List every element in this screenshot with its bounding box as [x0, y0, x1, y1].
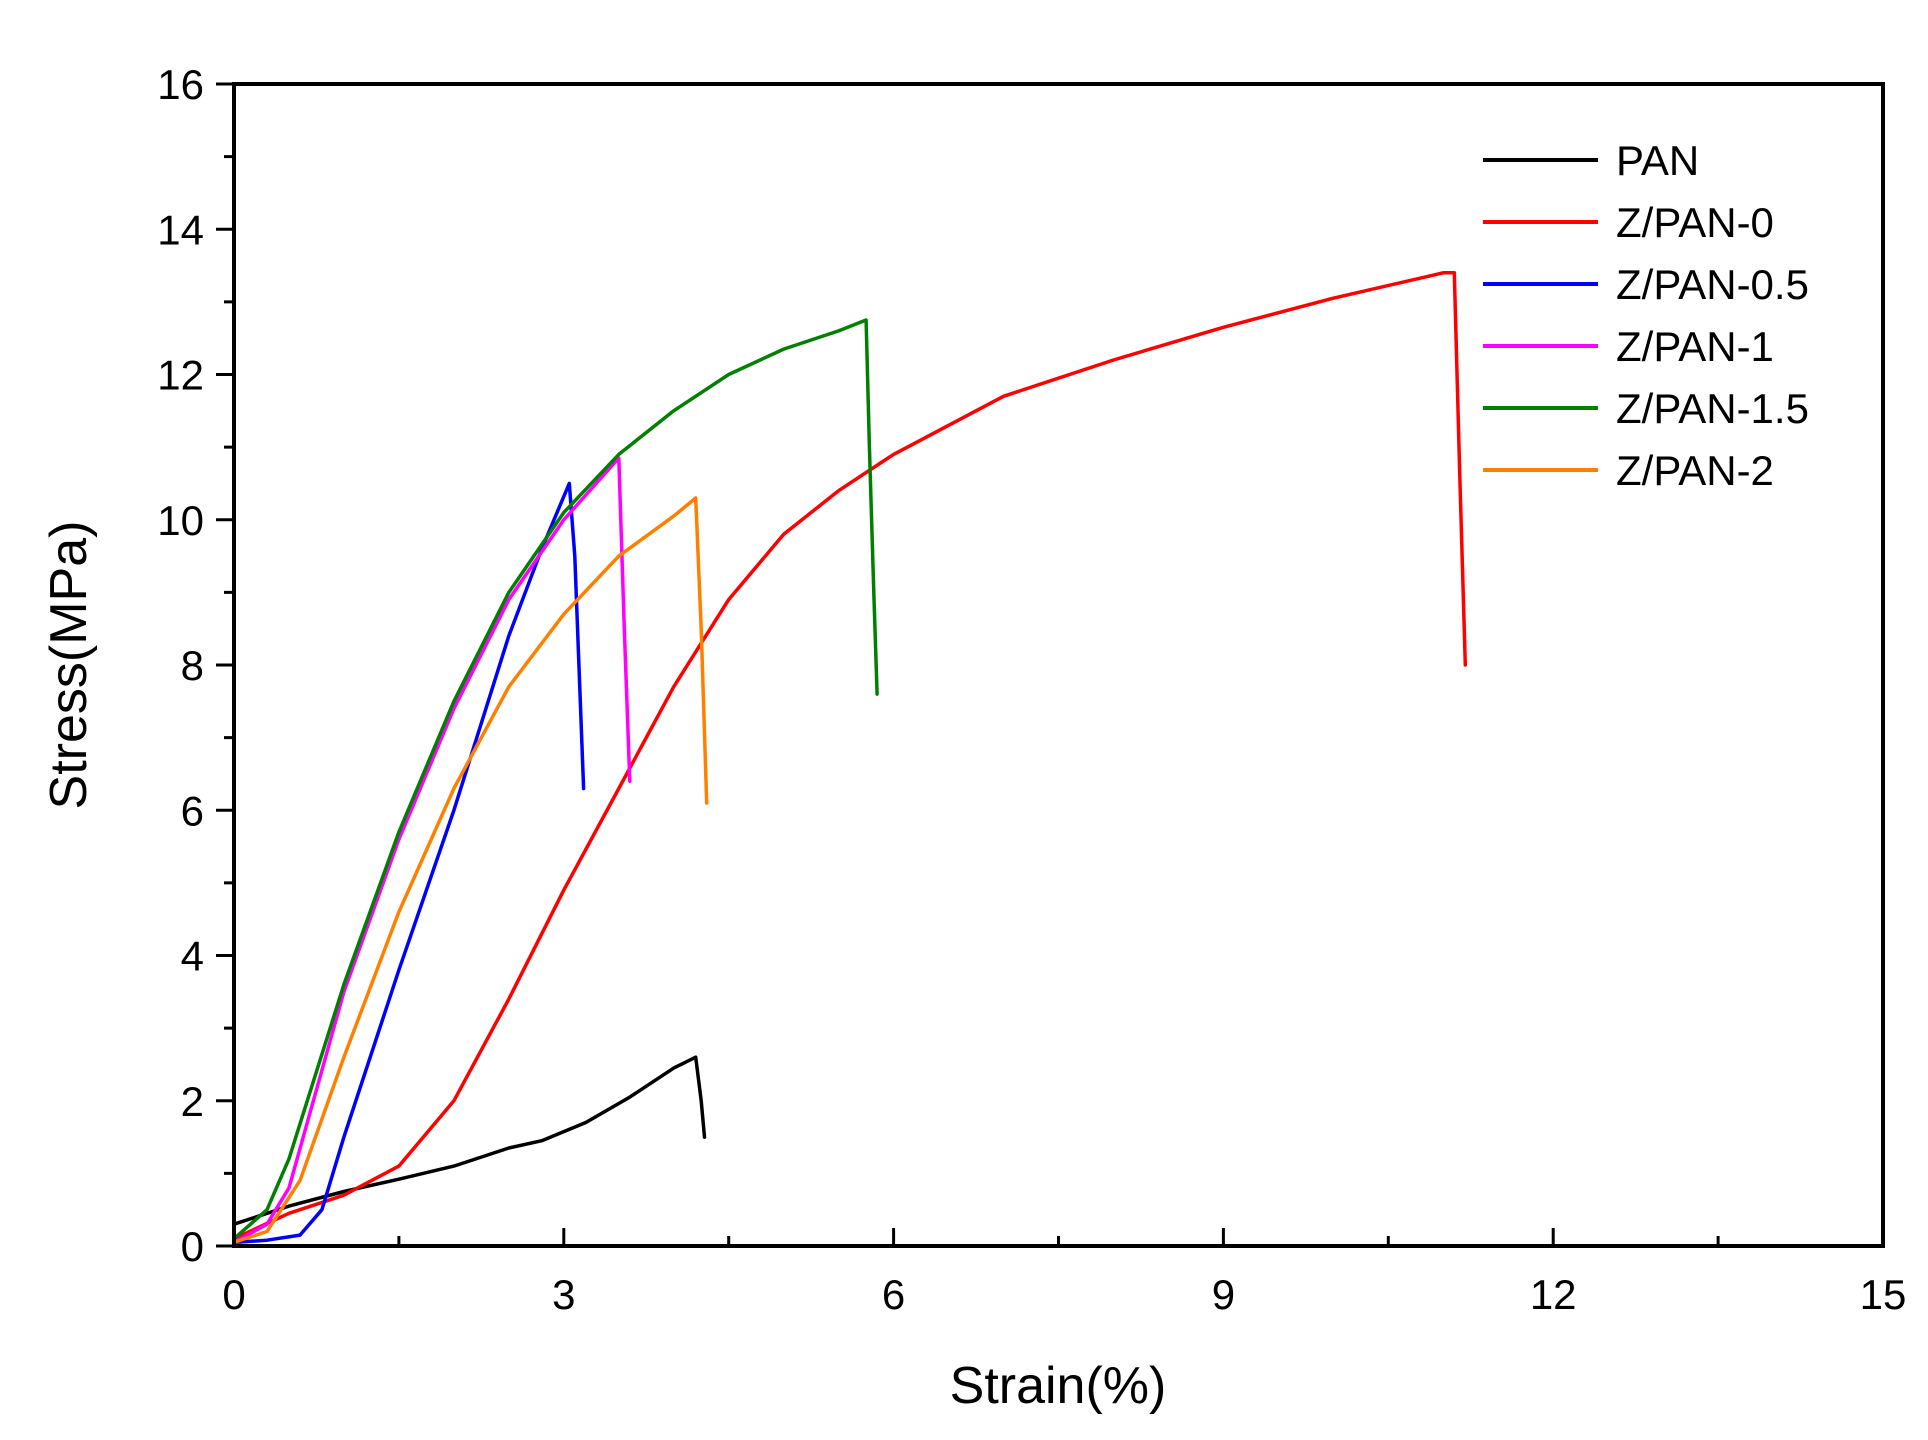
y-axis-title: Stress(MPa) — [40, 521, 98, 810]
x-tick-label: 9 — [1212, 1271, 1235, 1318]
x-tick-label: 15 — [1860, 1271, 1907, 1318]
legend-label: PAN — [1616, 137, 1699, 184]
y-axis-ticks: 0 2 4 6 8 10 12 14 16 — [157, 61, 234, 1270]
series-lines — [232, 271, 1468, 1245]
y-tick-label: 14 — [157, 206, 204, 253]
x-tick-label: 3 — [552, 1271, 575, 1318]
legend: PAN Z/PAN-0 Z/PAN-0.5 Z/PAN-1 Z/PAN-1.5 Z/PAN… — [1483, 137, 1809, 494]
series-line — [232, 456, 632, 1245]
y-tick-label: 2 — [181, 1078, 204, 1125]
y-tick-label: 12 — [157, 352, 204, 399]
x-axis-title: Strain(%) — [950, 1357, 1167, 1415]
legend-label: Z/PAN-0.5 — [1616, 261, 1809, 308]
x-tick-label: 6 — [882, 1271, 905, 1318]
series-line — [232, 318, 879, 1241]
y-tick-label: 4 — [181, 933, 204, 980]
y-tick-label: 0 — [181, 1223, 204, 1270]
legend-label: Z/PAN-0 — [1616, 199, 1774, 246]
x-tick-label: 0 — [222, 1271, 245, 1318]
y-tick-label: 6 — [181, 787, 204, 834]
legend-label: Z/PAN-1 — [1616, 323, 1774, 370]
legend-label: Z/PAN-1.5 — [1616, 385, 1809, 432]
legend-label: Z/PAN-2 — [1616, 447, 1774, 494]
y-tick-label: 16 — [157, 61, 204, 108]
y-tick-label: 10 — [157, 497, 204, 544]
y-tick-label: 8 — [181, 642, 204, 689]
series-line — [232, 481, 586, 1245]
series-line — [232, 496, 709, 1245]
plot-frame — [232, 82, 1885, 1248]
series-line — [232, 1055, 707, 1226]
x-tick-label: 12 — [1530, 1271, 1577, 1318]
series-line — [232, 271, 1468, 1241]
